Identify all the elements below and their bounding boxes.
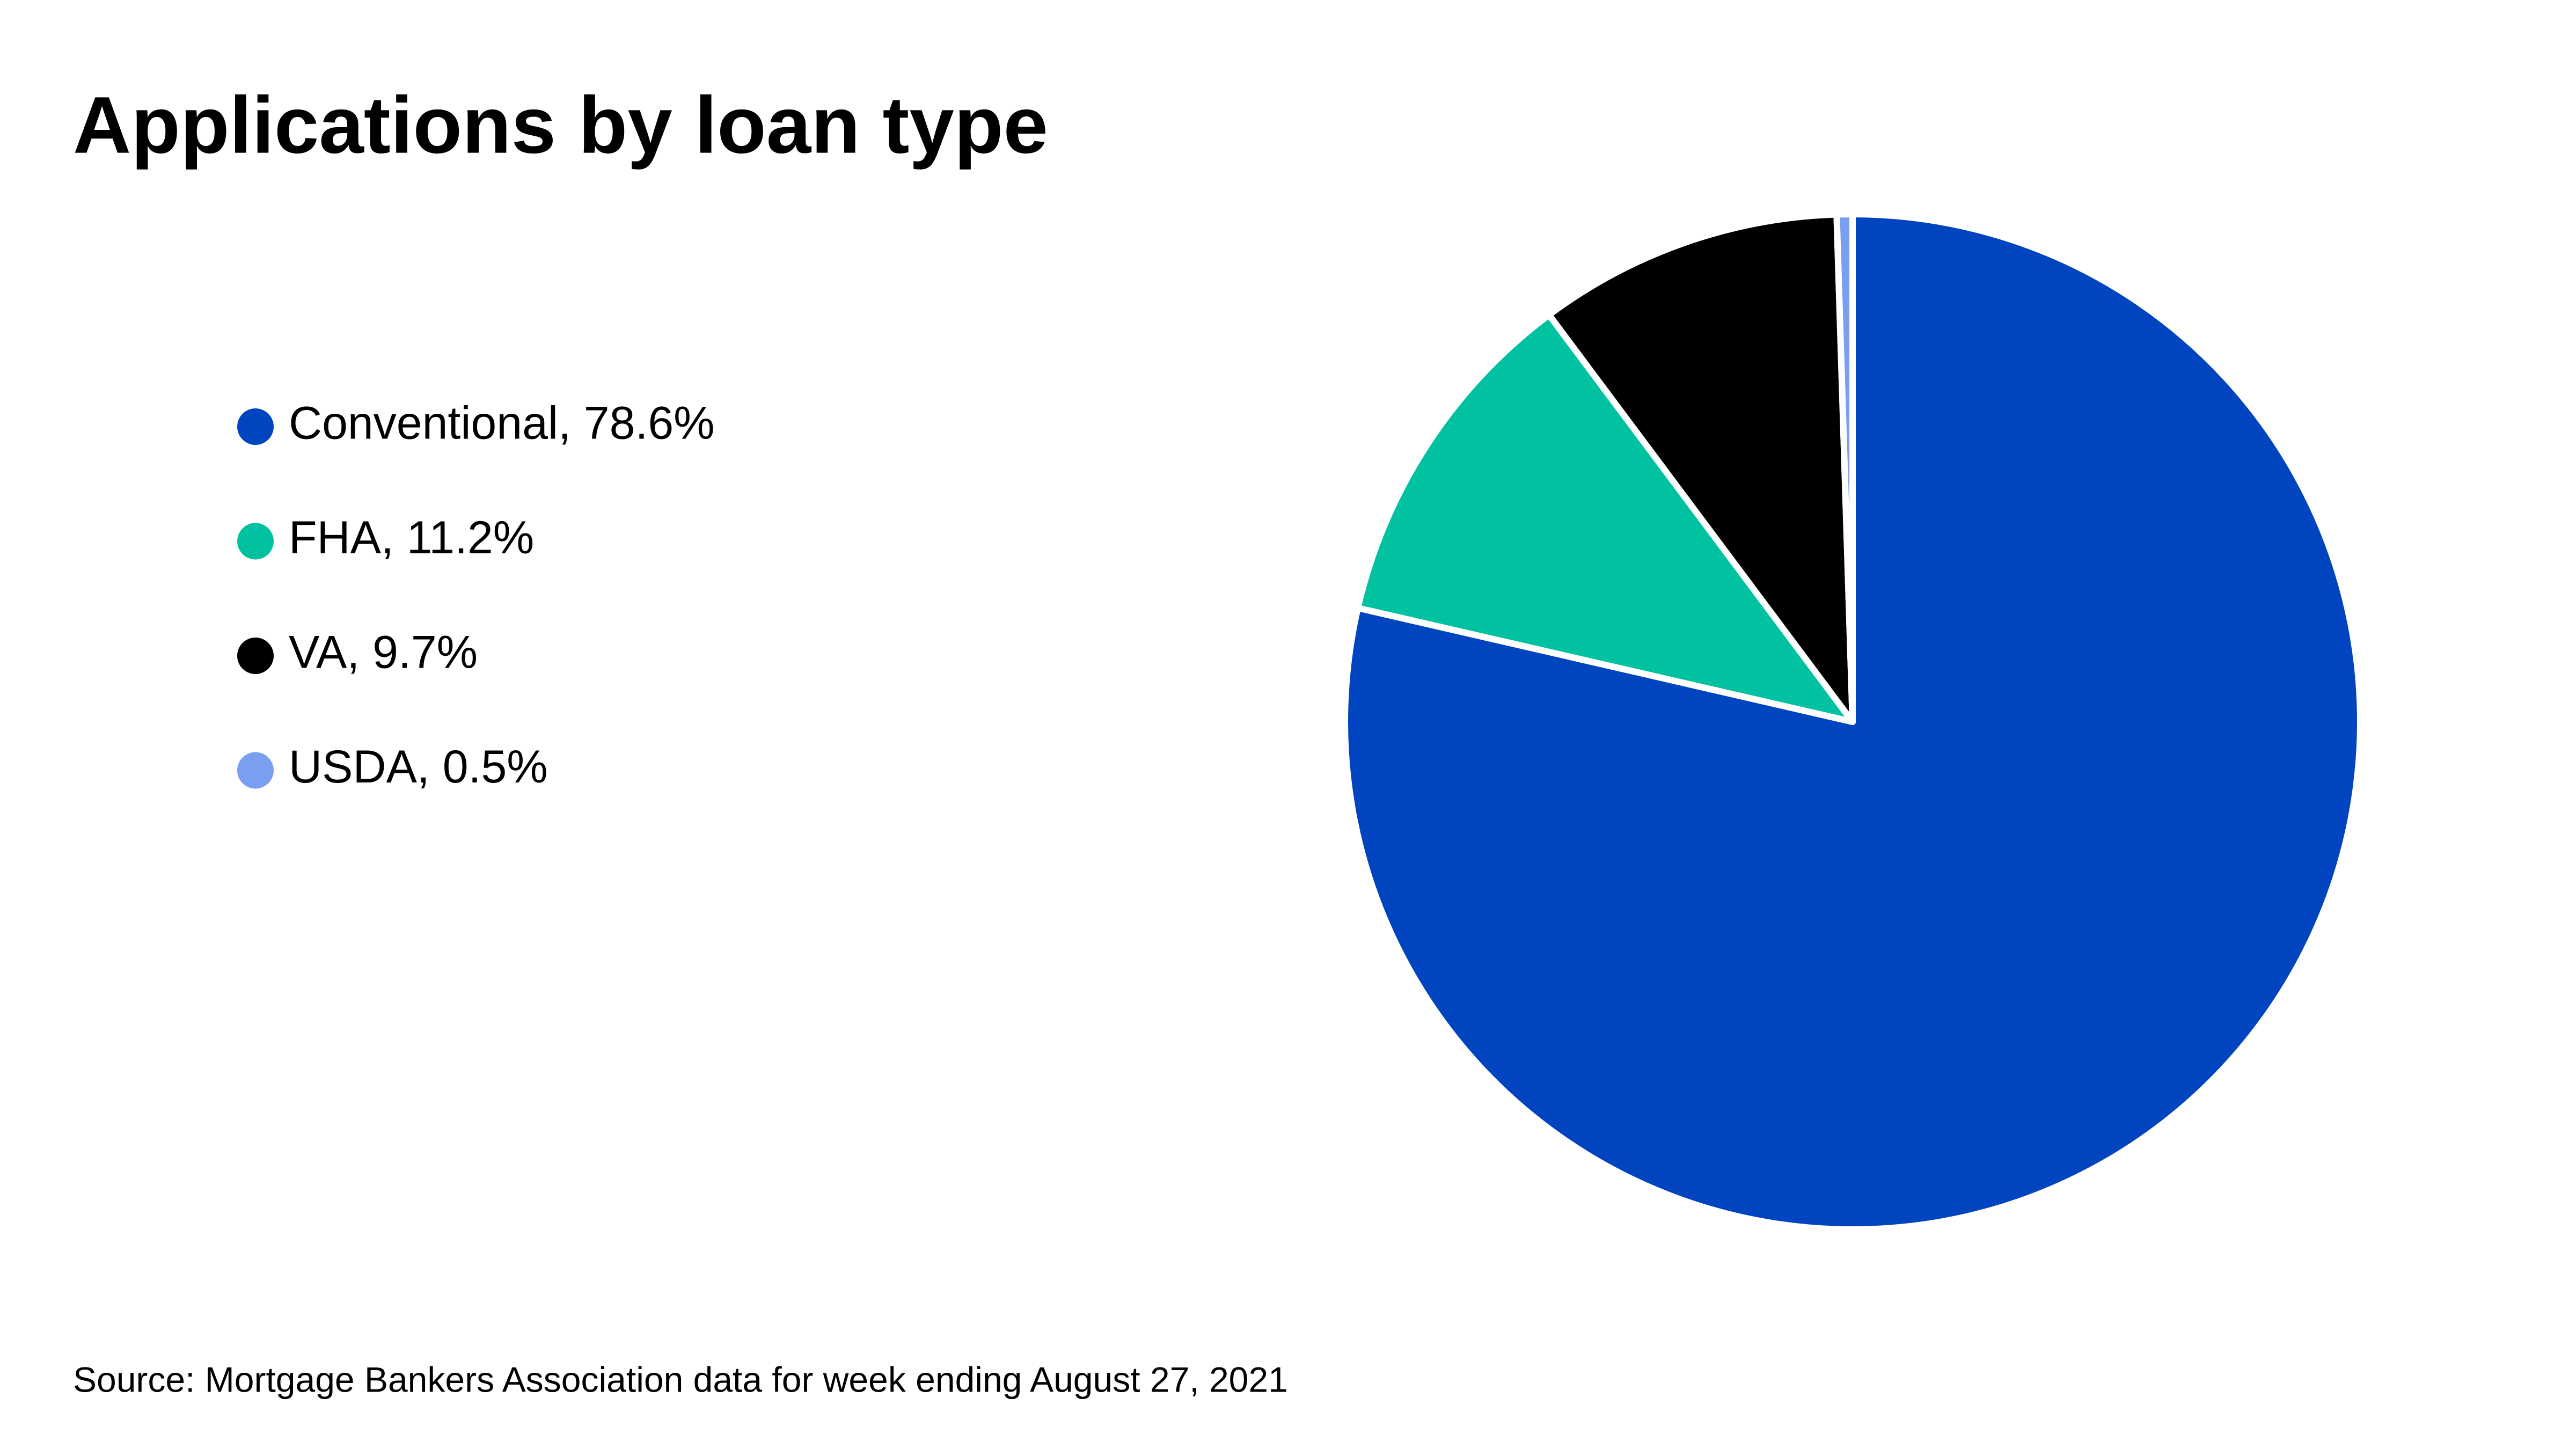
pie-slice [1355,311,1856,725]
legend-swatch [237,408,274,445]
legend-label: USDA, 0.5% [289,741,548,793]
legend-label: Conventional, 78.6% [289,398,715,449]
source-note: Source: Mortgage Bankers Association dat… [73,1359,1288,1399]
legend-label: VA, 9.7% [289,627,478,678]
pie-slice [1833,211,1856,725]
chart-title: Applications by loan type [73,80,1048,170]
legend-swatch [237,523,274,560]
legend-swatch [237,638,274,674]
pie-slice [1546,211,1856,725]
legend-label: FHA, 11.2% [289,512,534,564]
legend-swatch [237,752,274,789]
